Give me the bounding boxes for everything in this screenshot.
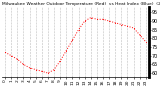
Text: Milwaukee Weather Outdoor Temperature (Red)  vs Heat Index (Blue)  (24 Hours): Milwaukee Weather Outdoor Temperature (R… (2, 2, 160, 6)
